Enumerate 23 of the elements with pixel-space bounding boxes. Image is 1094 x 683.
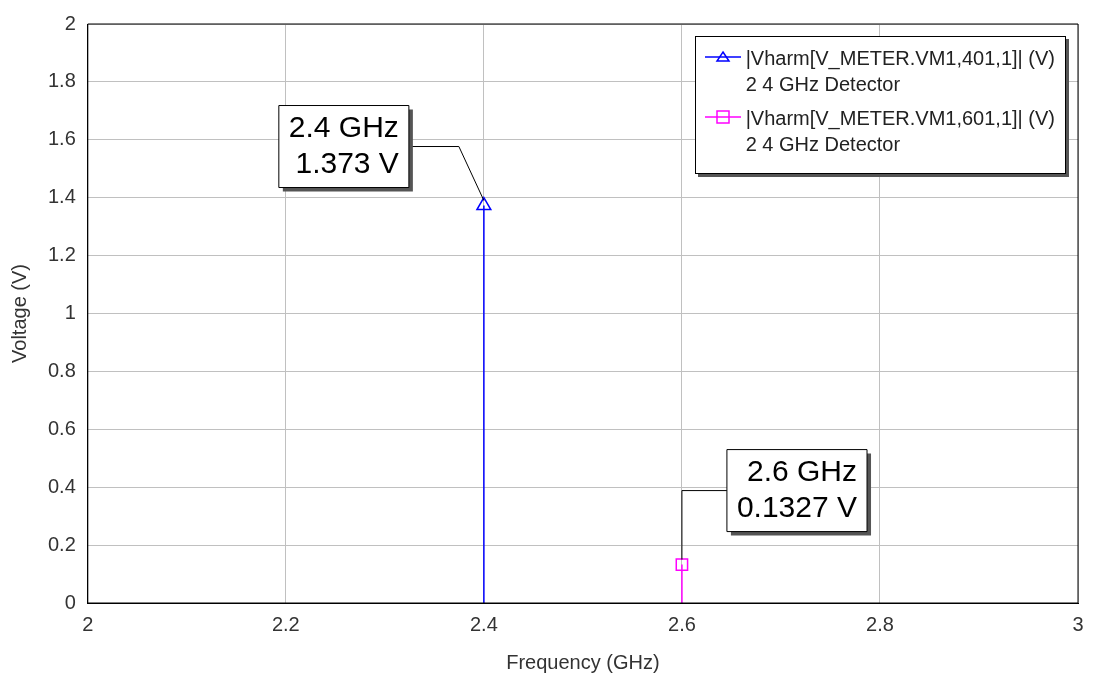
y-tick-label: 1.2 <box>47 243 76 266</box>
legend-label: |Vharm[V_METER.VM1,401,1]| (V) 2 4 GHz Detector <box>745 46 1055 97</box>
y-tick-label: 1.8 <box>47 69 76 92</box>
annotation: 2.4 GHz 1.373 V <box>288 109 399 179</box>
x-tick-label: 2.2 <box>271 612 300 635</box>
x-tick-label: 2.4 <box>469 612 498 635</box>
x-tick-label: 2.6 <box>668 612 696 635</box>
x-tick-label: 2.8 <box>866 612 894 635</box>
x-axis-title: Frequency (GHz) <box>506 650 660 673</box>
y-tick-label: 1.4 <box>47 185 76 208</box>
y-tick-label: 0.4 <box>47 474 76 497</box>
y-axis-title: Voltage (V) <box>7 264 30 363</box>
x-tick-label: 2 <box>82 612 94 635</box>
y-tick-label: 1.6 <box>47 127 76 150</box>
x-tick-label: 3 <box>1072 612 1084 635</box>
legend-label: |Vharm[V_METER.VM1,601,1]| (V) 2 4 GHz Detector <box>745 106 1055 157</box>
annotation: 2.6 GHz 0.1327 V <box>736 453 858 523</box>
y-tick-label: 0.2 <box>47 532 76 555</box>
y-tick-label: 2 <box>64 11 76 34</box>
y-tick-label: 0 <box>64 590 76 613</box>
y-tick-label: 1 <box>64 301 76 324</box>
y-tick-label: 0.8 <box>47 358 76 381</box>
y-tick-label: 0.6 <box>47 416 76 439</box>
